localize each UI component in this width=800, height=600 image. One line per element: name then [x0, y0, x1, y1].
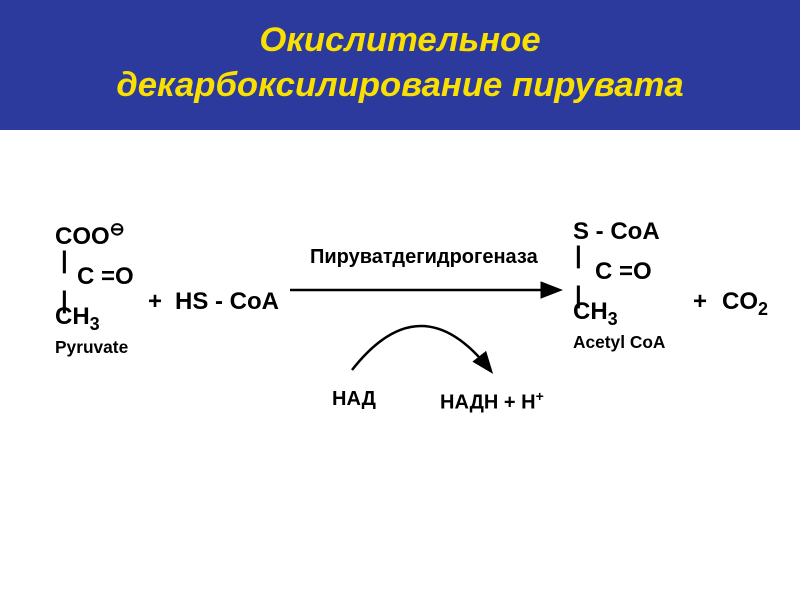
- title-header: Окислительное декарбоксилирование пирува…: [0, 0, 800, 130]
- nad-label: НАД: [332, 388, 376, 411]
- dbond2: =: [619, 258, 633, 285]
- co2-text: CO: [722, 288, 758, 315]
- cofactor-arc: [352, 326, 490, 370]
- title-line1: Окислительное: [259, 21, 540, 59]
- plus-sign-2: +: [693, 288, 707, 316]
- ch-text2: CH: [573, 298, 608, 325]
- acetyl-co: C =O: [573, 260, 665, 284]
- molecule-co2: CO2: [722, 288, 768, 320]
- nadh-label: НАДН + Н+: [440, 388, 544, 415]
- c-atom2: C: [595, 258, 612, 285]
- acetyl-label: Acetyl CoA: [573, 332, 665, 353]
- title-line2: декарбоксилирование пирувата: [116, 66, 683, 104]
- reaction-arrow-svg: [0, 130, 800, 550]
- molecule-acetylcoa: S - CoA | C =O | CH3 Acetyl CoA: [573, 220, 665, 353]
- nadh-text: НАДН + Н: [440, 392, 536, 414]
- ch3-sub2: 3: [608, 309, 618, 329]
- nadh-sup: +: [536, 388, 544, 404]
- scoa: S - CoA: [573, 220, 665, 244]
- o-atom2: O: [633, 258, 652, 285]
- reaction-diagram: COO⊖ | C =O | CH3 Pyruvate + HS - CoA Пи…: [0, 130, 800, 550]
- acetyl-ch3: CH3: [573, 300, 665, 328]
- co2-sub: 2: [758, 299, 768, 319]
- page-title: Окислительное декарбоксилирование пирува…: [10, 18, 790, 108]
